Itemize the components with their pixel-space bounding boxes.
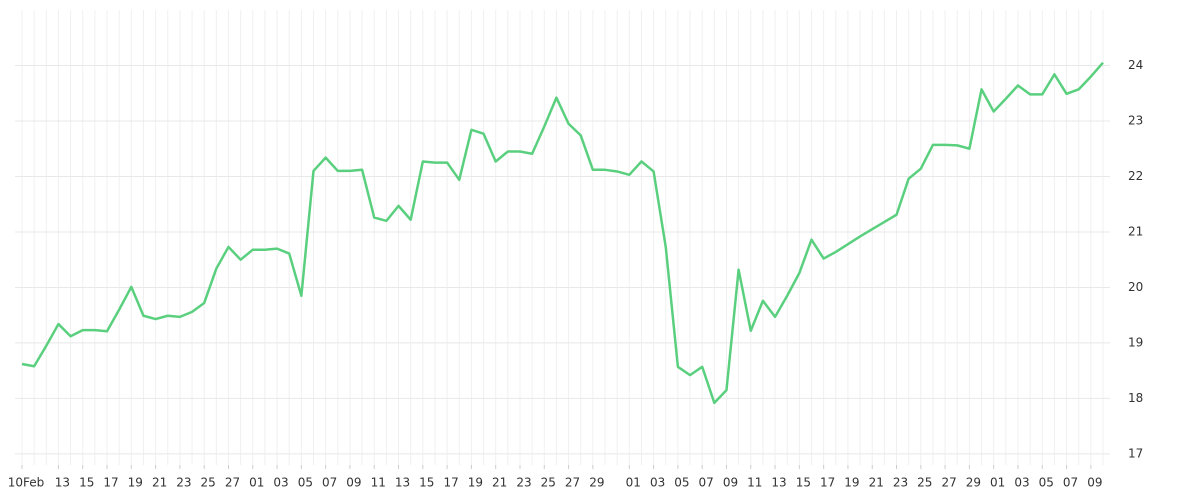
- x-tick-label: 27: [225, 476, 240, 490]
- x-tick-label: 03: [650, 476, 665, 490]
- x-tick-label: 07: [1063, 476, 1078, 490]
- x-tick-label: 25: [541, 476, 556, 490]
- x-tick-label: 05: [298, 476, 313, 490]
- x-tick-label: 21: [869, 476, 884, 490]
- x-tick-label: 19: [128, 476, 143, 490]
- y-tick-label: 21: [1128, 224, 1143, 238]
- x-tick-label: 05: [674, 476, 689, 490]
- x-tick-label: 29: [966, 476, 981, 490]
- x-tick-label: 23: [893, 476, 908, 490]
- x-tick-label: 07: [322, 476, 337, 490]
- y-tick-label: 22: [1128, 169, 1143, 183]
- x-tick-label: 09: [1087, 476, 1102, 490]
- x-tick-label: 03: [273, 476, 288, 490]
- x-tick-label: 10Feb: [8, 476, 45, 490]
- x-tick-label: 27: [941, 476, 956, 490]
- x-tick-label: 19: [844, 476, 859, 490]
- x-tick-label: 25: [201, 476, 216, 490]
- x-tick-label: 07: [699, 476, 714, 490]
- y-tick-label: 23: [1128, 113, 1143, 127]
- x-tick-label: 29: [589, 476, 604, 490]
- x-tick-label: 11: [747, 476, 762, 490]
- x-tick-label: 17: [103, 476, 118, 490]
- x-tick-label: 09: [723, 476, 738, 490]
- x-tick-label: 23: [176, 476, 191, 490]
- x-tick-label: 13: [771, 476, 786, 490]
- x-tick-label: 01: [249, 476, 264, 490]
- x-tick-label: 11: [371, 476, 386, 490]
- x-tick-label: 05: [1039, 476, 1054, 490]
- y-tick-label: 19: [1128, 335, 1143, 349]
- x-tick-label: 25: [917, 476, 932, 490]
- x-tick-label: 13: [55, 476, 70, 490]
- x-tick-label: 09: [346, 476, 361, 490]
- x-tick-label: 21: [492, 476, 507, 490]
- y-tick-label: 24: [1128, 58, 1143, 72]
- y-tick-label: 20: [1128, 280, 1143, 294]
- x-tick-label: 21: [152, 476, 167, 490]
- x-tick-label: 13: [395, 476, 410, 490]
- data-line: [21, 61, 1104, 405]
- x-tick-label: 19: [468, 476, 483, 490]
- x-tick-label: 01: [990, 476, 1005, 490]
- x-tick-label: 15: [796, 476, 811, 490]
- x-tick-label: 23: [516, 476, 531, 490]
- x-tick-label: 03: [1014, 476, 1029, 490]
- x-tick-label: 17: [820, 476, 835, 490]
- x-tick-label: 15: [419, 476, 434, 490]
- y-tick-label: 17: [1128, 446, 1143, 460]
- x-tick-label: 15: [79, 476, 94, 490]
- x-tick-label: 01: [626, 476, 641, 490]
- y-tick-label: 18: [1128, 391, 1143, 405]
- x-tick-label: 17: [443, 476, 458, 490]
- x-tick-label: 27: [565, 476, 580, 490]
